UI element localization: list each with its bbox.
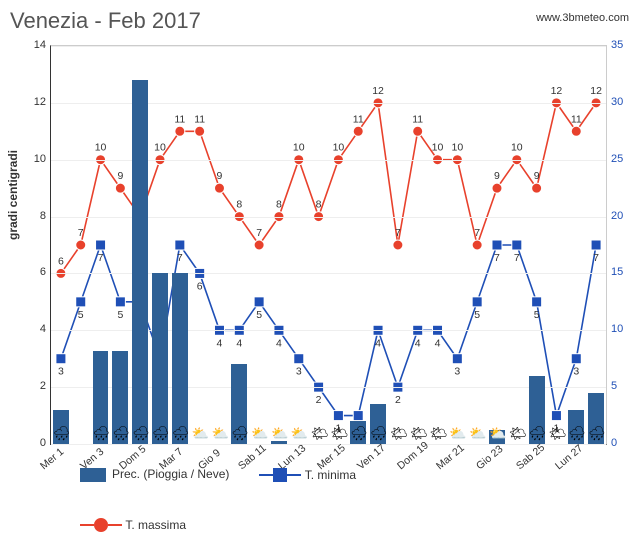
legend-tmax: T. massima — [80, 518, 580, 532]
svg-text:10: 10 — [511, 142, 523, 154]
svg-text:4: 4 — [375, 337, 381, 349]
svg-text:10: 10 — [432, 142, 444, 154]
svg-text:8: 8 — [316, 199, 322, 211]
svg-text:10: 10 — [333, 142, 345, 154]
svg-text:7: 7 — [593, 252, 599, 264]
precip-bar — [231, 364, 247, 444]
svg-text:11: 11 — [194, 113, 205, 125]
svg-text:9: 9 — [534, 170, 540, 182]
precip-bar — [529, 376, 545, 444]
svg-text:5: 5 — [256, 309, 262, 321]
svg-text:12: 12 — [590, 85, 602, 97]
svg-text:3: 3 — [454, 366, 460, 378]
precip-bar — [370, 404, 386, 444]
svg-text:8: 8 — [236, 199, 242, 211]
precip-bar — [350, 421, 366, 444]
legend-precip-swatch — [80, 468, 106, 482]
svg-text:9: 9 — [217, 170, 223, 182]
precip-bar — [132, 80, 148, 444]
precip-bar — [588, 393, 604, 444]
svg-text:1: 1 — [554, 423, 560, 435]
chart-title: Venezia - Feb 2017 — [10, 8, 201, 34]
svg-text:2: 2 — [316, 394, 322, 406]
svg-text:11: 11 — [174, 113, 185, 125]
svg-text:8: 8 — [276, 199, 282, 211]
svg-text:6: 6 — [197, 280, 203, 292]
precip-bar — [53, 410, 69, 444]
legend: Prec. (Pioggia / Neve) T. minima T. mass… — [80, 467, 580, 532]
x-tick-label: Mer 1 — [38, 446, 66, 472]
svg-text:7: 7 — [494, 252, 500, 264]
svg-text:7: 7 — [474, 227, 480, 239]
svg-text:10: 10 — [154, 142, 166, 154]
svg-text:7: 7 — [98, 252, 104, 264]
svg-text:11: 11 — [571, 113, 582, 125]
svg-text:5: 5 — [117, 309, 123, 321]
legend-precip: Prec. (Pioggia / Neve) — [80, 467, 229, 482]
precip-bar — [568, 410, 584, 444]
svg-text:11: 11 — [353, 113, 364, 125]
svg-text:4: 4 — [435, 337, 441, 349]
svg-text:9: 9 — [494, 170, 500, 182]
source-url: www.3bmeteo.com — [536, 12, 629, 24]
svg-text:7: 7 — [256, 227, 262, 239]
plot-area: 3575537644543211424435775137671098101111… — [50, 45, 607, 445]
svg-text:1: 1 — [335, 423, 341, 435]
precip-bar — [271, 441, 287, 444]
svg-text:7: 7 — [78, 227, 84, 239]
svg-text:9: 9 — [117, 170, 123, 182]
svg-text:5: 5 — [534, 309, 540, 321]
svg-text:4: 4 — [276, 337, 282, 349]
svg-text:4: 4 — [236, 337, 242, 349]
svg-text:4: 4 — [415, 337, 421, 349]
precip-bar — [152, 273, 168, 444]
legend-tmin: T. minima — [259, 468, 356, 482]
chart-container: Venezia - Feb 2017 www.3bmeteo.com gradi… — [0, 0, 643, 540]
svg-text:7: 7 — [395, 227, 401, 239]
svg-text:3: 3 — [573, 366, 579, 378]
svg-text:10: 10 — [451, 142, 463, 154]
precip-bar — [172, 273, 188, 444]
svg-text:12: 12 — [372, 85, 384, 97]
precip-bar — [93, 351, 109, 444]
svg-text:2: 2 — [395, 394, 401, 406]
svg-text:7: 7 — [514, 252, 520, 264]
svg-text:5: 5 — [474, 309, 480, 321]
svg-text:3: 3 — [58, 366, 64, 378]
svg-text:12: 12 — [551, 85, 563, 97]
svg-text:3: 3 — [296, 366, 302, 378]
svg-text:11: 11 — [412, 113, 423, 125]
svg-text:10: 10 — [95, 142, 107, 154]
precip-bar — [112, 351, 128, 444]
svg-text:10: 10 — [293, 142, 305, 154]
svg-text:6: 6 — [58, 255, 64, 267]
svg-text:4: 4 — [217, 337, 223, 349]
svg-text:5: 5 — [78, 309, 84, 321]
svg-text:7: 7 — [177, 252, 183, 264]
